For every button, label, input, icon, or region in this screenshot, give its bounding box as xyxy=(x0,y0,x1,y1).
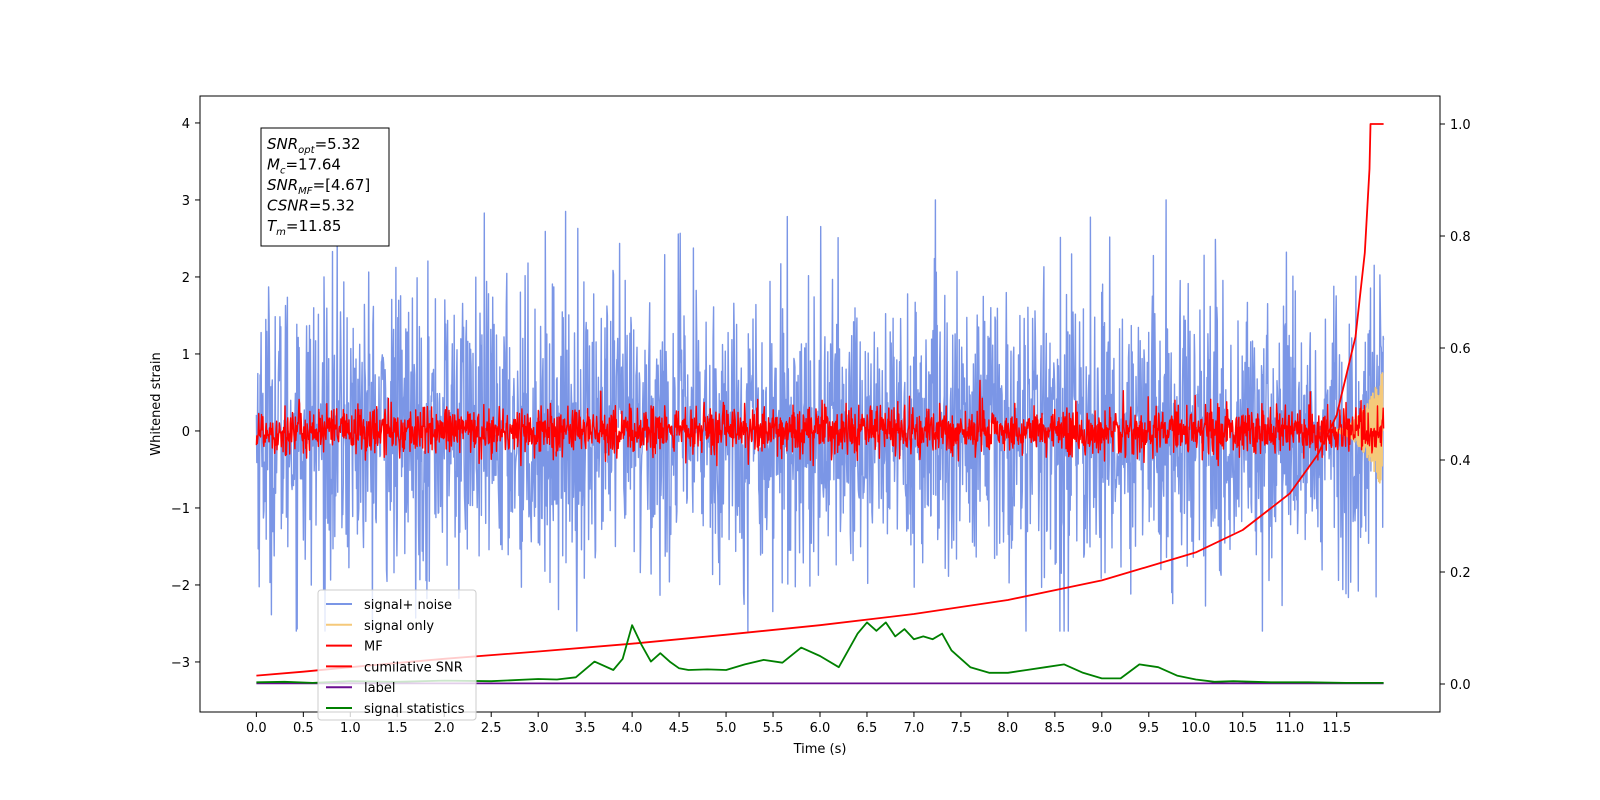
y-tick-label: 2 xyxy=(182,271,190,286)
series-line-6 xyxy=(256,621,1384,684)
y-tick-label: 0 xyxy=(182,425,190,440)
x-tick-label: 2.0 xyxy=(434,721,455,736)
annotation-box: SNRopt=5.32Mc=17.64SNRMF=[4.67]CSNR=5.32… xyxy=(260,127,390,247)
x-tick-label: 9.0 xyxy=(1091,721,1112,736)
annotation-line: CSNR=5.32 xyxy=(267,197,355,215)
x-tick-label: 6.0 xyxy=(810,721,831,736)
y2-tick-label: 0.4 xyxy=(1450,454,1471,469)
legend-label: MF xyxy=(364,640,383,655)
y-axis-label: Whitened strain xyxy=(149,352,164,455)
y-tick-label: 3 xyxy=(182,194,190,209)
x-tick-label: 8.0 xyxy=(998,721,1019,736)
y2-tick-label: 1.0 xyxy=(1450,118,1471,133)
series-line-3 xyxy=(255,379,1385,467)
x-tick-label: 1.0 xyxy=(340,721,361,736)
annotation-line: SNRMF=[4.67] xyxy=(267,176,370,197)
y2-tick-label: 0.8 xyxy=(1450,230,1471,245)
x-tick-label: 3.0 xyxy=(528,721,549,736)
x-tick-label: 4.0 xyxy=(622,721,643,736)
x-tick-label: 0.0 xyxy=(246,721,267,736)
x-tick-label: 5.0 xyxy=(716,721,737,736)
annotation-line: Tm=11.85 xyxy=(267,217,341,238)
x-tick-label: 9.5 xyxy=(1138,721,1159,736)
y2-tick-label: 0.6 xyxy=(1450,342,1471,357)
x-tick-label: 7.5 xyxy=(951,721,972,736)
x-tick-label: 11.5 xyxy=(1322,721,1351,736)
annotation-line: SNRopt=5.32 xyxy=(267,135,361,156)
y-tick-label: −2 xyxy=(171,579,190,594)
y2-tick-label: 0.0 xyxy=(1450,678,1471,693)
x-tick-label: 6.5 xyxy=(857,721,878,736)
legend: signal+ noise signal only MF cumilative SNR… xyxy=(317,589,477,721)
x-tick-label: 11.0 xyxy=(1275,721,1304,736)
y2-tick-label: 0.2 xyxy=(1450,566,1471,581)
legend-label: cumilative SNR xyxy=(364,660,463,675)
legend-label: signal+ noise xyxy=(364,598,452,613)
x-tick-label: 2.5 xyxy=(481,721,502,736)
x-tick-label: 8.5 xyxy=(1045,721,1066,736)
legend-label: signal statistics xyxy=(364,702,465,717)
annotation-frame xyxy=(260,127,390,247)
y-tick-label: −1 xyxy=(171,502,190,517)
x-tick-label: 4.5 xyxy=(669,721,690,736)
annotation-line: Mc=17.64 xyxy=(267,156,341,177)
legend-label: label xyxy=(364,681,395,696)
x-tick-label: 10.5 xyxy=(1228,721,1257,736)
legend-frame xyxy=(317,589,477,721)
x-tick-label: 7.0 xyxy=(904,721,925,736)
x-tick-label: 3.5 xyxy=(575,721,596,736)
x-tick-label: 0.5 xyxy=(293,721,314,736)
x-tick-label: 10.0 xyxy=(1181,721,1210,736)
y-tick-label: 1 xyxy=(182,348,190,363)
legend-label: signal only xyxy=(364,619,434,634)
series-line-1 xyxy=(255,199,1385,632)
x-tick-label: 1.5 xyxy=(387,721,408,736)
y-tick-label: 4 xyxy=(182,117,190,132)
y-tick-label: −3 xyxy=(171,656,190,671)
x-axis-label: Time (s) xyxy=(793,742,847,757)
x-tick-label: 5.5 xyxy=(763,721,784,736)
